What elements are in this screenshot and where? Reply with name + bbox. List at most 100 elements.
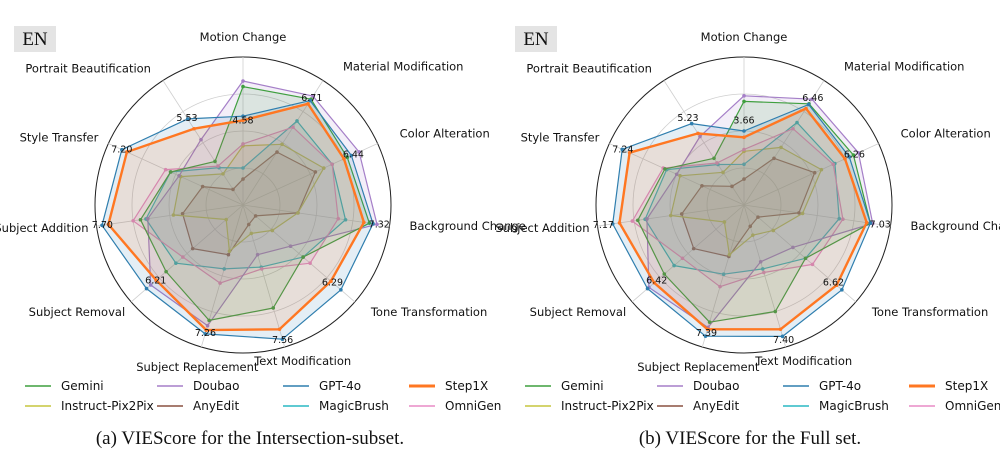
data-point-step1x-subject-addition [106, 222, 111, 227]
data-point-anyedit-subject-removal [190, 246, 195, 251]
series-instruct-pix2pix [171, 142, 326, 253]
data-point-step1x-tone-transformation [329, 279, 333, 284]
series-gemini [635, 99, 873, 324]
data-point-gpt-4o-subject-addition [100, 223, 104, 228]
series-anyedit [679, 156, 817, 259]
value-annotation: 6.44 [343, 150, 364, 161]
data-point-gemini-style-transfer [663, 167, 667, 171]
series-omnigen [630, 126, 845, 289]
data-point-instruct-pix2pix-subject-replacement [727, 252, 732, 257]
data-point-omnigen-tone-transformation [810, 262, 815, 267]
data-point-step1x-portrait-beautification [696, 131, 700, 136]
data-point-anyedit-text-modification [246, 222, 251, 227]
data-point-doubao-subject-addition [645, 217, 649, 221]
data-point-gpt-4o-color-alteration [847, 155, 852, 159]
data-point-anyedit-tone-transformation [253, 214, 258, 218]
data-point-instruct-pix2pix-portrait-beautification [721, 170, 725, 175]
legend: Gemini Doubao GPT-4o Step1X Instruct-Pix2Pix… [525, 379, 1000, 413]
data-point-magicbrush-subject-removal [672, 263, 676, 268]
data-point-doubao-motion-change [742, 94, 746, 98]
series-area-gpt-4o [101, 99, 374, 340]
data-point-step1x-subject-replacement [705, 327, 710, 332]
data-point-anyedit-motion-change [742, 177, 746, 181]
series-area-step1x [618, 107, 868, 331]
data-point-step1x-subject-addition [617, 221, 622, 225]
data-point-omnigen-material-modification [791, 126, 795, 131]
data-point-omnigen-subject-replacement [718, 284, 722, 289]
data-point-step1x-portrait-beautification [192, 126, 196, 131]
data-point-omnigen-background-change [841, 217, 845, 222]
legend-label: OmniGen [445, 399, 501, 413]
axis-label-tone-transformation: Tone Transformation [370, 305, 487, 319]
series-area-anyedit [182, 151, 316, 256]
legend-item-gpt-4o: GPT-4o [283, 379, 361, 393]
legend-label: Gemini [61, 379, 104, 393]
data-point-anyedit-subject-addition [180, 211, 185, 216]
data-point-anyedit-text-modification [748, 224, 753, 229]
data-point-gpt-4o-tone-transformation [840, 288, 844, 292]
data-point-doubao-portrait-beautification [698, 134, 702, 139]
data-point-step1x-tone-transformation [834, 283, 839, 288]
radar-panel-intersection: EN Motion Change Material Modification Colo… [0, 26, 526, 449]
data-point-doubao-portrait-beautification [199, 137, 203, 142]
series-step1x [106, 102, 366, 332]
data-point-gemini-motion-change [742, 99, 746, 104]
data-point-instruct-pix2pix-text-modification [751, 233, 755, 237]
axis-label-subject-replacement: Subject Replacement [637, 360, 760, 374]
grid-spoke [242, 143, 378, 206]
data-point-anyedit-subject-addition [679, 212, 684, 216]
badge-label: EN [523, 29, 549, 50]
legend-item-anyedit: AnyEdit [657, 399, 739, 413]
language-badge: EN [14, 26, 56, 52]
data-point-gemini-color-alteration [851, 153, 856, 157]
value-annotation: 6.42 [646, 276, 667, 287]
grid-spoke [242, 204, 356, 303]
data-point-step1x-color-alteration [843, 157, 847, 161]
value-annotation: 7.17 [593, 220, 614, 231]
data-point-step1x-subject-removal [652, 280, 657, 285]
data-point-gemini-motion-change [241, 84, 245, 89]
data-point-anyedit-subject-removal [691, 246, 696, 251]
data-point-magicbrush-background-change [837, 216, 842, 221]
axis-label-color-alteration: Color Alteration [901, 127, 991, 141]
value-annotation: 5.53 [176, 113, 197, 124]
data-point-step1x-style-transfer [627, 150, 632, 155]
data-point-doubao-style-transfer [177, 173, 181, 178]
data-point-instruct-pix2pix-subject-removal [722, 220, 727, 224]
data-point-instruct-pix2pix-text-modification [249, 231, 254, 236]
data-point-doubao-tone-transformation [791, 245, 795, 250]
axis-label-subject-removal: Subject Removal [29, 305, 125, 319]
data-point-step1x-background-change [362, 220, 366, 225]
data-point-gpt-4o-material-modification [806, 102, 811, 107]
data-point-step1x-subject-replacement [204, 328, 209, 332]
legend-label: Step1X [945, 379, 988, 393]
data-point-doubao-color-alteration [856, 150, 861, 155]
data-point-instruct-pix2pix-portrait-beautification [221, 172, 225, 176]
data-point-gpt-4o-tone-transformation [339, 288, 343, 292]
data-point-omnigen-subject-removal [680, 256, 685, 261]
legend-item-gemini: Gemini [525, 379, 604, 393]
radar-panel-full: EN Motion Change Material Modification Colo… [495, 26, 1000, 449]
axis-label-material-modification: Material Modification [343, 59, 463, 73]
axis-label-motion-change: Motion Change [200, 30, 287, 44]
legend: Gemini Doubao GPT-4o Step1X Instruct-Pix2Pix… [25, 379, 501, 413]
value-annotation: 7.03 [870, 220, 891, 231]
value-annotation: 7.40 [773, 335, 794, 346]
legend-item-magicbrush: MagicBrush [283, 399, 389, 413]
value-annotation: 7.26 [195, 328, 216, 339]
axis-label-style-transfer: Style Transfer [20, 131, 99, 145]
grid-spoke [663, 80, 745, 206]
data-point-gpt-4o-style-transfer [120, 147, 124, 152]
legend-item-anyedit: AnyEdit [157, 399, 239, 413]
axis-label-material-modification: Material Modification [844, 59, 964, 73]
data-point-instruct-pix2pix-background-change [800, 211, 805, 216]
value-annotation: 7.20 [111, 145, 132, 156]
data-point-magicbrush-material-modification [295, 119, 299, 123]
axis-label-style-transfer: Style Transfer [521, 131, 600, 145]
data-point-magicbrush-motion-change [241, 166, 245, 170]
data-point-gpt-4o-motion-change [742, 129, 746, 133]
axis-label-subject-addition: Subject Addition [0, 221, 89, 235]
data-point-anyedit-material-modification [772, 156, 776, 161]
data-point-magicbrush-subject-removal [174, 261, 178, 265]
data-point-gemini-background-change [367, 221, 372, 225]
